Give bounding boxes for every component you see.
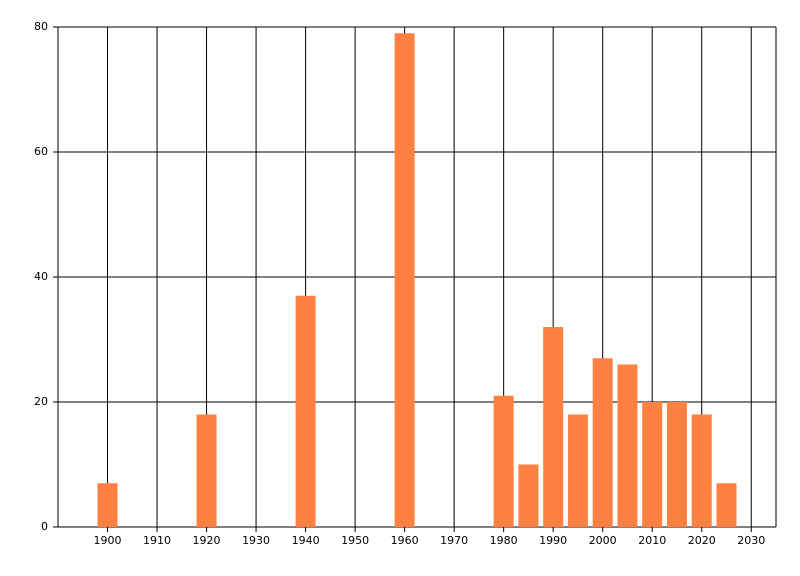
bar — [518, 464, 539, 527]
bar — [716, 483, 737, 527]
x-tick-label: 2020 — [688, 534, 716, 547]
bar — [617, 364, 638, 527]
bar — [295, 295, 316, 527]
x-tick-label: 1940 — [292, 534, 320, 547]
x-tick-label: 1900 — [94, 534, 122, 547]
bar — [642, 402, 663, 527]
bar — [196, 414, 217, 527]
y-tick-label: 40 — [34, 270, 48, 283]
x-tick-label: 1910 — [143, 534, 171, 547]
x-tick-label: 1990 — [539, 534, 567, 547]
bar — [394, 33, 415, 527]
y-tick-label: 20 — [34, 395, 48, 408]
bar — [567, 414, 588, 527]
bar — [666, 402, 687, 527]
x-tick-label: 1980 — [490, 534, 518, 547]
bar — [97, 483, 118, 527]
bar — [493, 395, 514, 527]
x-tick-label: 1960 — [391, 534, 419, 547]
x-tick-label: 1970 — [440, 534, 468, 547]
x-tick-label: 1920 — [193, 534, 221, 547]
x-tick-label: 1930 — [242, 534, 270, 547]
x-tick-label: 2000 — [589, 534, 617, 547]
y-tick-label: 0 — [41, 520, 48, 533]
bar — [543, 327, 564, 527]
bar — [691, 414, 712, 527]
x-tick-label: 2010 — [638, 534, 666, 547]
x-tick-label: 1950 — [341, 534, 369, 547]
bar — [592, 358, 613, 527]
y-tick-label: 60 — [34, 145, 48, 158]
x-tick-label: 2030 — [737, 534, 765, 547]
y-tick-label: 80 — [34, 20, 48, 33]
